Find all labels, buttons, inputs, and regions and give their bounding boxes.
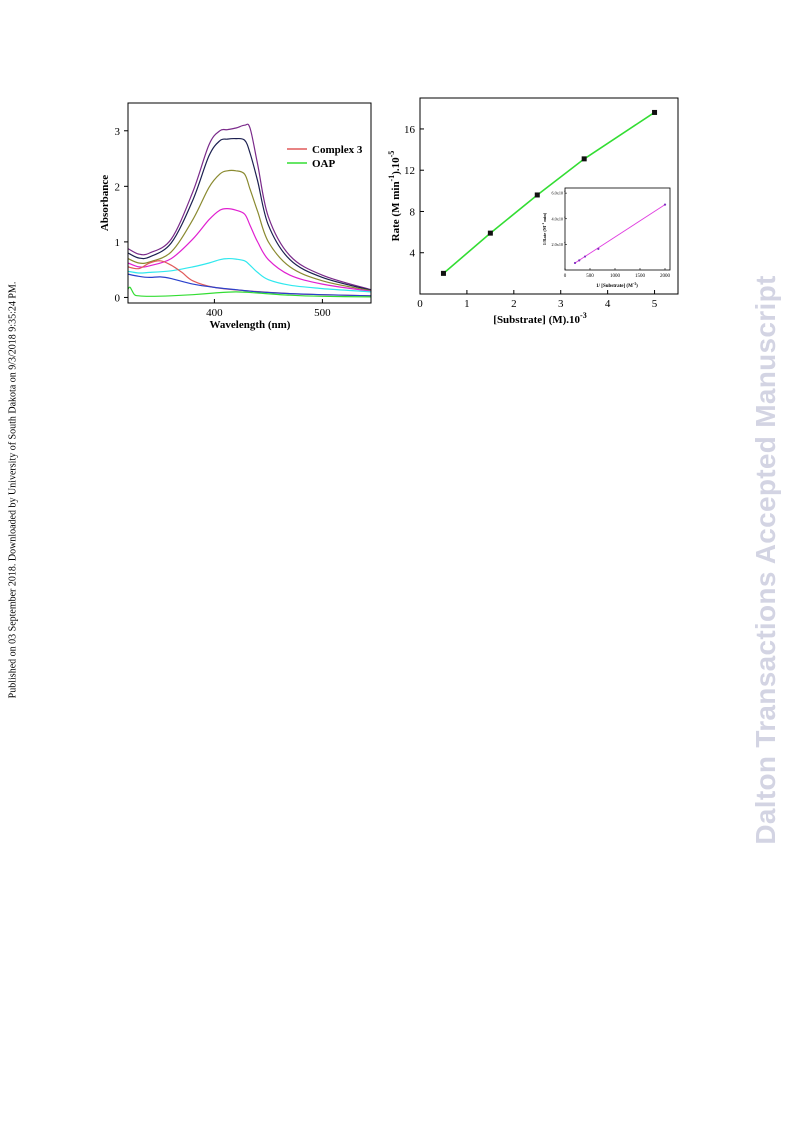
spectrum-line-5 [127,257,372,293]
spectrum-line-3 [127,169,372,292]
absorbance-ytick-label: 3 [115,126,121,138]
absorbance-ylabel: Absorbance [99,175,111,231]
spectrum-line-2 [127,137,372,291]
absorbance-axes: 400 500 0 1 2 3 [115,126,332,319]
absorbance-xtick-label: 500 [314,307,331,319]
absorbance-plot-frame [127,102,372,304]
absorbance-legend: Complex 3 OAP [287,144,363,170]
spectrum-line-8 [127,286,372,298]
spectrum-line-6 [127,260,372,297]
spectrum-line-4 [127,207,372,292]
absorbance-xtick-label: 400 [206,307,223,319]
spectrum-line-1 [127,123,372,291]
absorbance-ytick-label: 1 [115,237,121,249]
absorbance-xlabel: Wavelength (nm) [210,319,291,331]
spectrum-line-7 [127,273,372,297]
legend-label-complex3: Complex 3 [312,144,363,156]
legend-label-oap: OAP [312,158,336,170]
absorbance-ytick-label: 0 [115,292,121,304]
absorbance-series-group [127,123,372,298]
absorbance-ytick-label: 2 [115,181,121,193]
